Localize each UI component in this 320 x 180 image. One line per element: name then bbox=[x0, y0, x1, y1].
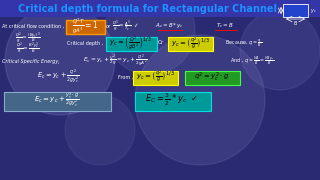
Circle shape bbox=[105, 0, 195, 75]
Text: $E_c = y_c + \frac{V^2}{2g} = y_c + \frac{Q^2}{2gA^2}$: $E_c = y_c + \frac{V^2}{2g} = y_c + \fra… bbox=[83, 53, 148, 69]
Text: or: or bbox=[105, 24, 111, 28]
Text: $\frac{Q^3}{g}=\frac{A^3}{T_c}$  ✓: $\frac{Q^3}{g}=\frac{A^3}{T_c}$ ✓ bbox=[112, 18, 140, 34]
FancyBboxPatch shape bbox=[283, 4, 308, 17]
Text: $E_c = y_c + \frac{y_c^3 \cdot g}{2gy_c^2}$: $E_c = y_c + \frac{y_c^3 \cdot g}{2gy_c^… bbox=[34, 91, 80, 109]
Text: $y_c=\left(\frac{Q^2}{gB^2}\right)^{1/3}$: $y_c=\left(\frac{Q^2}{gB^2}\right)^{1/3}… bbox=[109, 35, 153, 52]
Text: $y_c=\left(\frac{q^2}{g}\right)^{1/3}$: $y_c=\left(\frac{q^2}{g}\right)^{1/3}$ bbox=[171, 35, 210, 52]
Text: $\frac{Q^2}{g}=\frac{B^2y_c^3}{B}$: $\frac{Q^2}{g}=\frac{B^2y_c^3}{B}$ bbox=[16, 40, 40, 56]
Text: $E_C = \frac{3}{2} * y_c$  ✓: $E_C = \frac{3}{2} * y_c$ ✓ bbox=[145, 92, 199, 108]
Circle shape bbox=[65, 95, 135, 165]
Circle shape bbox=[135, 35, 265, 165]
Text: From ,: From , bbox=[118, 75, 133, 80]
Text: $\frac{Q^2}{g}=\frac{(By_c)^3}{B}$: $\frac{Q^2}{g}=\frac{(By_c)^3}{B}$ bbox=[15, 30, 41, 46]
Text: $q^2=y_c^2 \cdot g$: $q^2=y_c^2 \cdot g$ bbox=[194, 70, 230, 84]
FancyBboxPatch shape bbox=[132, 71, 178, 84]
Text: Critical Specific Energy,: Critical Specific Energy, bbox=[2, 58, 60, 64]
Text: $\frac{Q^2T}{gA^3}=1$: $\frac{Q^2T}{gA^3}=1$ bbox=[72, 16, 99, 36]
Text: Critical depth formula for Rectangular Channel: Critical depth formula for Rectangular C… bbox=[19, 4, 277, 14]
Text: $E_c = y_c + \frac{q^2}{2gy_c^2}$: $E_c = y_c + \frac{q^2}{2gy_c^2}$ bbox=[36, 68, 79, 86]
Text: Because, $q=\frac{q}{B}$: Because, $q=\frac{q}{B}$ bbox=[225, 37, 262, 49]
FancyBboxPatch shape bbox=[185, 71, 239, 84]
Text: $A_c = B * y_c$: $A_c = B * y_c$ bbox=[156, 21, 185, 30]
Text: $T_c = B$: $T_c = B$ bbox=[216, 22, 234, 30]
Text: B: B bbox=[293, 21, 297, 26]
Text: Critical depth ,: Critical depth , bbox=[67, 40, 103, 46]
Circle shape bbox=[5, 5, 115, 115]
FancyBboxPatch shape bbox=[167, 37, 212, 51]
FancyBboxPatch shape bbox=[0, 0, 320, 17]
Circle shape bbox=[240, 10, 320, 90]
FancyBboxPatch shape bbox=[66, 19, 105, 33]
Text: At critical flow condition ,: At critical flow condition , bbox=[2, 24, 64, 28]
Text: $y_c=\left(\frac{q^2}{g}\right)^{1/3}$: $y_c=\left(\frac{q^2}{g}\right)^{1/3}$ bbox=[136, 69, 174, 85]
FancyBboxPatch shape bbox=[4, 91, 110, 111]
Text: Or: Or bbox=[158, 40, 164, 46]
Text: $y_c$: $y_c$ bbox=[310, 7, 317, 15]
FancyBboxPatch shape bbox=[106, 37, 156, 51]
FancyBboxPatch shape bbox=[134, 91, 211, 111]
Text: And , $q=\frac{VA}{B}=\frac{VBy_c}{B}$: And , $q=\frac{VA}{B}=\frac{VBy_c}{B}$ bbox=[230, 55, 274, 67]
